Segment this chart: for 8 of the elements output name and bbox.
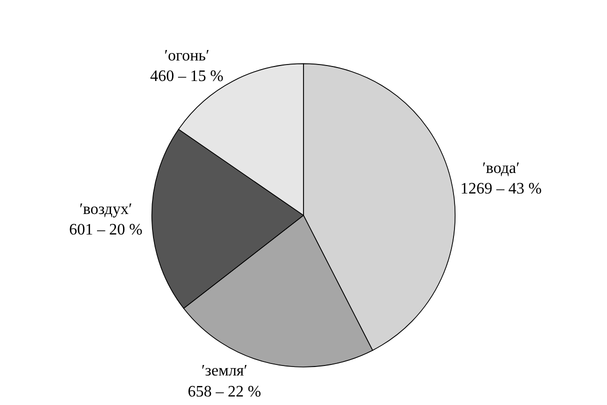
slice-label: ′воздух′ bbox=[79, 200, 132, 218]
data-label: 460 – 15 % bbox=[150, 68, 224, 86]
slice-label: ′огонь′ bbox=[164, 47, 210, 64]
data-label: 601 – 20 % bbox=[69, 222, 142, 239]
slice-label: ′вода′ bbox=[482, 160, 520, 177]
slice-label: ′земля′ bbox=[202, 362, 248, 380]
data-label: 1269 – 43 % bbox=[460, 180, 542, 198]
data-label: 658 – 22 % bbox=[188, 383, 262, 400]
